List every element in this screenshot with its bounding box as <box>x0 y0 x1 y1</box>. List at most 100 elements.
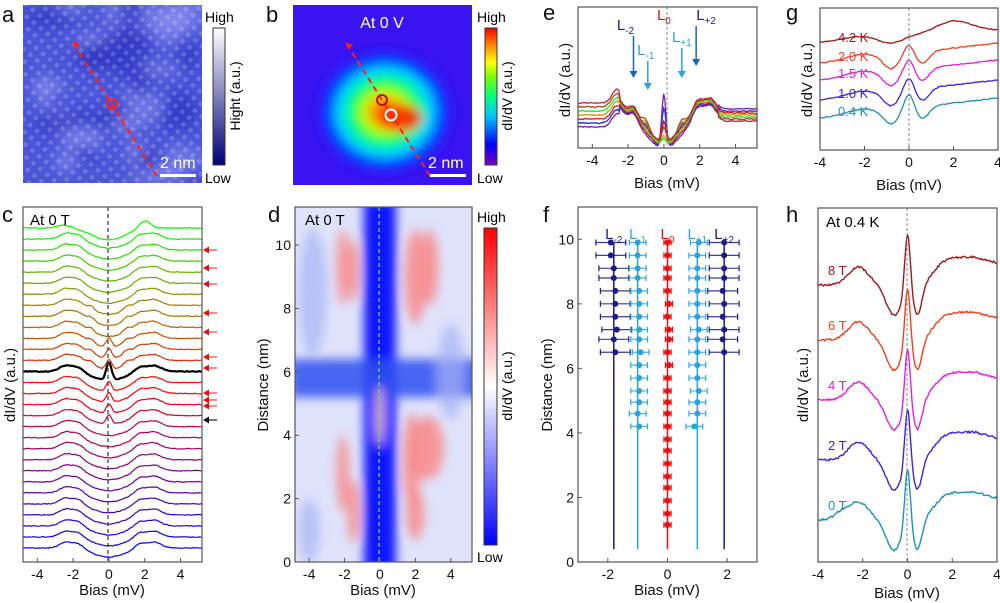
spectrum-line <box>22 496 202 514</box>
data-point <box>613 326 620 333</box>
y-tick-label: 0 <box>566 554 574 570</box>
data-point <box>664 287 671 294</box>
spectra-waterfall <box>22 220 203 559</box>
data-point <box>665 336 672 343</box>
x-tick-label: 2 <box>723 566 731 582</box>
data-point <box>664 375 671 382</box>
panel-h-label: h <box>786 202 798 227</box>
peak-label-subscript: -2 <box>625 26 634 37</box>
data-point <box>691 423 698 430</box>
data-point <box>612 313 619 320</box>
colorbar-low-label: Low <box>477 170 504 186</box>
spectra-overlay <box>577 88 758 147</box>
x-tick-label: 2 <box>950 154 958 170</box>
red-feature <box>347 479 360 543</box>
x-tick-label: 4 <box>993 566 1000 582</box>
series-label: 4 T <box>828 378 847 393</box>
spectrum-line <box>22 386 203 403</box>
spectrum-line <box>578 88 758 141</box>
x-tick-label: 0 <box>905 154 913 170</box>
data-point <box>721 349 728 356</box>
y-tick-label: 2 <box>283 491 291 507</box>
spectrum-line <box>23 320 203 338</box>
x-axis-label: Bias (mV) <box>874 585 940 602</box>
red-feature <box>420 229 439 306</box>
y-tick-label: 8 <box>283 300 291 316</box>
x-axis-label: Bias (mV) <box>876 177 942 194</box>
data-point <box>610 265 617 272</box>
arrowhead-icon <box>643 83 652 90</box>
series-label: 4.2 K <box>838 30 869 45</box>
series-label-subscript: -2 <box>614 235 623 246</box>
spectrum-line <box>22 441 203 459</box>
colorbar-high-label: High <box>477 9 506 25</box>
y-tick-label: 6 <box>566 360 574 376</box>
data-point <box>694 336 701 343</box>
spectrum-line <box>22 430 202 448</box>
panel-d-label: d <box>268 202 280 227</box>
x-tick-label: 0 <box>376 566 384 582</box>
spectrum-line <box>819 19 998 44</box>
x-tick-label: -2 <box>338 566 351 582</box>
peak-label: L0 <box>657 7 671 27</box>
data-point <box>610 336 617 343</box>
y-axis-label: dI/dV (a.u.) <box>2 348 19 422</box>
spectrum-line <box>22 287 203 305</box>
data-point <box>694 265 701 272</box>
series-label: 2 T <box>828 438 847 453</box>
blue-feature <box>298 498 320 562</box>
spectrum-line <box>22 276 203 294</box>
spectrum-line <box>22 474 203 492</box>
zbp-feature <box>375 386 384 447</box>
arrowhead-icon <box>345 42 353 49</box>
x-axis-label: Bias (mV) <box>350 582 416 599</box>
x-tick-label: -2 <box>857 566 870 582</box>
spectrum-line <box>23 331 203 348</box>
didv-map-image <box>293 5 472 185</box>
panel-c-label: c <box>2 202 13 227</box>
peak-label-subscript: +1 <box>680 38 692 49</box>
series-label: 0.4 K <box>838 104 869 119</box>
x-tick-label: 2 <box>411 566 419 582</box>
data-point <box>664 510 671 517</box>
data-point <box>694 313 701 320</box>
series-label: 2.0 K <box>838 49 869 64</box>
panel-h: h At 0.4 K 8 T 6 T 4 T 2 T 0 T -4 -2 0 2 4 Bias … <box>786 202 1000 602</box>
data-point <box>664 252 671 259</box>
red-feature <box>336 229 349 306</box>
data-point <box>634 252 641 259</box>
x-tick-label: 2 <box>948 566 956 582</box>
colorbar-low-label: Low <box>205 170 232 186</box>
spectrum-line <box>22 463 203 481</box>
data-point <box>721 265 728 272</box>
data-point <box>694 362 701 369</box>
x-tick-label: -2 <box>602 566 615 582</box>
panel-b-label: b <box>266 2 278 27</box>
colorbar-d <box>483 227 498 546</box>
scale-bar <box>160 174 196 177</box>
peak-positions <box>595 239 740 550</box>
data-point <box>719 336 726 343</box>
panel-c: c At 0 T -4 -2 0 2 4 Bias (mV) dI/dV (a.u.) <box>2 202 217 599</box>
red-feature <box>348 238 359 303</box>
data-point <box>636 375 643 382</box>
map-title: At 0 V <box>360 15 404 32</box>
spectrum-line <box>22 408 203 425</box>
blue-feature <box>298 229 327 356</box>
red-arrowhead-icon <box>203 246 209 254</box>
x-tick-label: 4 <box>447 566 455 582</box>
spectrum-line <box>22 309 203 327</box>
plot-title: At 0 T <box>30 212 70 229</box>
x-tick-label: -2 <box>622 152 635 168</box>
red-arrowhead-icon <box>203 389 209 397</box>
data-point <box>719 287 726 294</box>
x-tick-label: 4 <box>732 152 740 168</box>
peak-label-subscript: +2 <box>705 16 717 27</box>
spectrum-line <box>22 265 203 282</box>
data-point <box>664 460 671 467</box>
x-tick-label: 0 <box>664 566 672 582</box>
linecut-arrow <box>73 43 158 177</box>
data-point <box>721 326 728 333</box>
